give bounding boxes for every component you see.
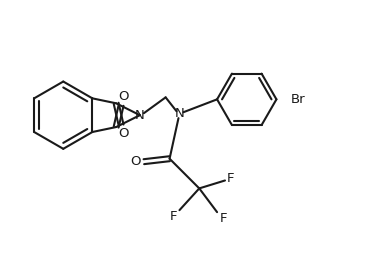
Text: O: O — [118, 90, 128, 103]
Text: F: F — [170, 210, 177, 222]
Text: O: O — [118, 128, 128, 140]
Text: F: F — [227, 172, 235, 185]
Text: N: N — [135, 109, 145, 122]
Text: Br: Br — [290, 93, 305, 106]
Text: O: O — [131, 155, 141, 168]
Text: N: N — [174, 107, 184, 120]
Text: F: F — [219, 211, 227, 225]
